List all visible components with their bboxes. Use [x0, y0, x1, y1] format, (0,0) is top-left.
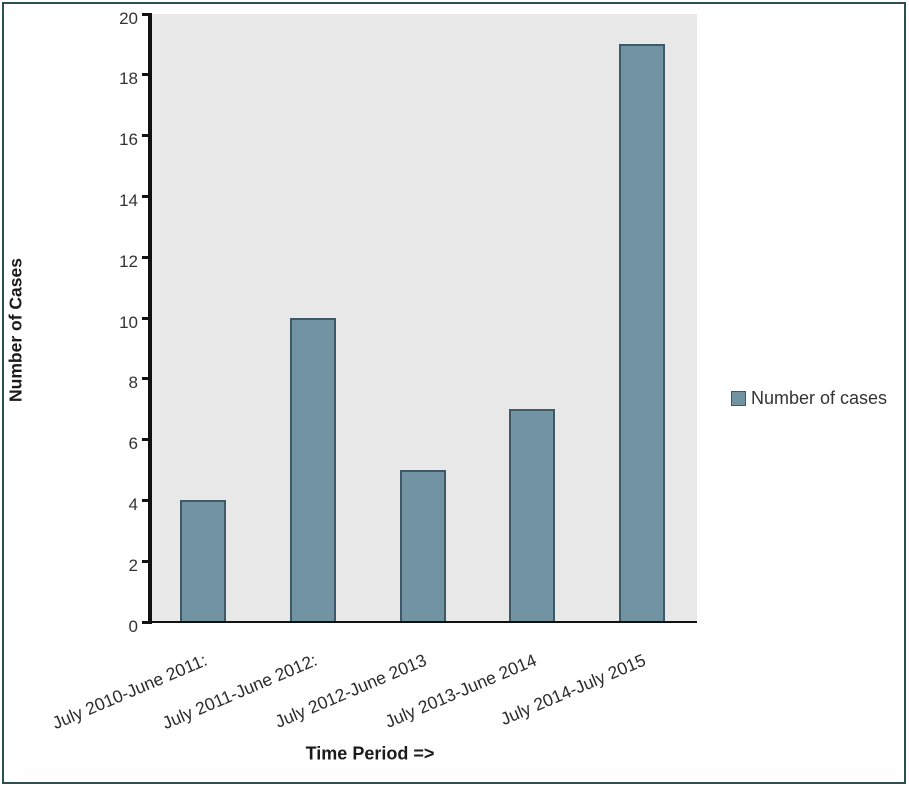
bar-July 2010-June 2011: [179, 500, 226, 622]
bar-July 2011-June 2012: [289, 318, 336, 622]
legend-label: Number of cases [751, 388, 888, 408]
y-tick-mark [142, 134, 150, 138]
x-axis-title: Time Period => [305, 743, 435, 764]
y-tick-mark [142, 377, 150, 381]
y-tick-mark [142, 12, 150, 16]
y-tick-label: 4 [128, 494, 138, 514]
y-tick-label: 12 [119, 251, 138, 271]
y-tick-label: 14 [119, 190, 138, 210]
x-axis-line [148, 621, 697, 623]
y-tick-mark [142, 438, 150, 442]
y-tick-mark [142, 316, 150, 320]
y-tick-label: 6 [128, 434, 138, 454]
y-tick-mark [142, 620, 150, 624]
y-tick-label: 10 [119, 312, 138, 332]
y-tick-mark [142, 73, 150, 77]
y-tick-mark [142, 255, 150, 259]
legend: Number of cases [731, 388, 887, 409]
y-tick-label: 0 [128, 616, 138, 636]
y-tick-label: 2 [128, 555, 138, 575]
y-tick-mark [142, 498, 150, 502]
y-tick-label: 16 [119, 130, 138, 150]
y-tick-label: 8 [128, 373, 138, 393]
y-tick-label: 20 [119, 8, 138, 28]
y-axis-line [148, 13, 152, 624]
bar-July 2013-June 2014 [509, 409, 556, 622]
y-tick-label: 18 [119, 69, 138, 89]
bar-July 2014-July 2015 [619, 44, 666, 622]
y-tick-mark [142, 194, 150, 198]
y-axis-title: Number of Cases [5, 258, 26, 402]
y-tick-mark [142, 559, 150, 563]
bar-July 2012-June 2013 [399, 470, 446, 622]
legend-swatch-icon [731, 391, 746, 406]
